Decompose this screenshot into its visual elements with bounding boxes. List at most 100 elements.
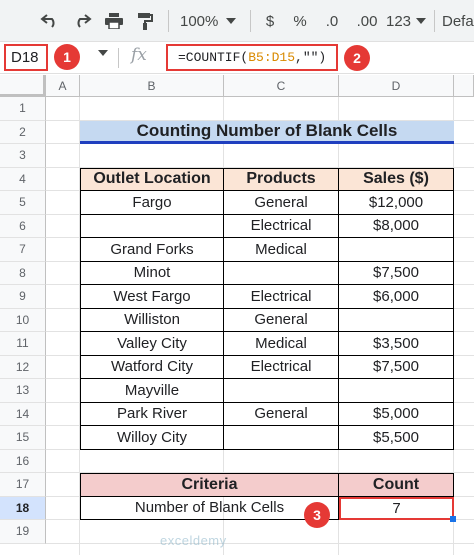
table-cell[interactable]: $7,500 [339,355,454,379]
column-header-filler [454,75,474,97]
formula-bar: D18 1 fx =COUNTIF(B5:D15 ,"") 2 [0,42,474,74]
increase-decimal-button[interactable]: .00 [356,12,378,30]
table-cell[interactable]: Electrical [224,355,339,379]
row-header-7[interactable]: 7 [0,238,46,262]
row-header-14[interactable]: 14 [0,402,46,426]
callout-badge-1: 1 [54,44,80,70]
column-header-d[interactable]: D [339,75,454,97]
criteria-label[interactable]: Number of Blank Cells [80,496,339,520]
name-box-dropdown-icon[interactable] [98,50,108,56]
formula-range: B5:D15 [248,50,296,65]
zoom-value: 100% [180,12,219,30]
table-cell[interactable]: $5,500 [339,426,454,450]
select-all-corner[interactable] [0,75,46,97]
row-header-5[interactable]: 5 [0,191,46,215]
table-cell[interactable]: Mayville [80,379,224,403]
table-cell[interactable] [80,214,224,238]
gridline-horizontal [46,166,474,168]
table-cell[interactable] [224,426,339,450]
table-cell[interactable]: Park River [80,402,224,426]
toolbar: 100% $ % .0 .00 123 Defa [0,0,474,42]
formula-prefix: =COUNTIF( [178,50,249,65]
formula-input[interactable]: =COUNTIF(B5:D15 ,"") [166,44,338,71]
formula-bar-divider [118,48,119,68]
row-header-3[interactable]: 3 [0,144,46,168]
row-header-13[interactable]: 13 [0,379,46,403]
zoom-select[interactable]: 100% [180,9,240,33]
count-result-cell[interactable]: 7 [339,496,454,520]
table-cell[interactable]: $7,500 [339,261,454,285]
name-box[interactable]: D18 [4,44,48,71]
table-cell[interactable]: General [224,308,339,332]
more-formats-button[interactable]: 123 [384,9,428,33]
row-header-11[interactable]: 11 [0,332,46,356]
row-header-8[interactable]: 8 [0,261,46,285]
table-cell[interactable]: $12,000 [339,191,454,215]
table-cell[interactable]: Medical [224,332,339,356]
redo-icon[interactable] [70,9,94,33]
table-cell[interactable]: General [224,402,339,426]
table-cell[interactable]: Electrical [224,214,339,238]
gridline-horizontal [46,472,474,473]
row-header-16[interactable]: 16 [0,449,46,473]
row-header-17[interactable]: 17 [0,473,46,497]
table-cell[interactable]: Fargo [80,191,224,215]
count-header: Count [339,473,454,497]
table-cell[interactable] [339,379,454,403]
table-cell[interactable] [224,261,339,285]
percent-format-button[interactable]: % [293,12,307,30]
table-cell[interactable]: Willoy City [80,426,224,450]
table-cell[interactable]: Grand Forks [80,238,224,262]
column-header-b[interactable]: B [80,75,224,97]
callout-badge-3: 3 [304,501,330,528]
row-header-4[interactable]: 4 [0,167,46,191]
gridline-vertical [79,97,80,555]
table-cell[interactable]: Williston [80,308,224,332]
gridline-horizontal [46,542,474,544]
table-header-1: Products [224,167,339,191]
table-header-0: Outlet Location [80,167,224,191]
callout-badge-2: 2 [344,45,370,71]
table-cell[interactable]: Medical [224,238,339,262]
table-header-2: Sales ($) [339,167,454,191]
zoom-dropdown-icon [226,18,237,24]
row-header-15[interactable]: 15 [0,426,46,450]
table-cell[interactable]: $3,500 [339,332,454,356]
column-header-c[interactable]: C [224,75,339,97]
fx-icon: fx [131,45,147,65]
table-cell[interactable] [339,308,454,332]
table-cell[interactable]: Valley City [80,332,224,356]
row-header-9[interactable]: 9 [0,285,46,309]
row-header-6[interactable]: 6 [0,214,46,238]
row-header-10[interactable]: 10 [0,308,46,332]
table-cell[interactable]: Minot [80,261,224,285]
row-header-19[interactable]: 19 [0,520,46,544]
table-cell[interactable] [224,379,339,403]
table-cell[interactable]: Electrical [224,285,339,309]
table-cell[interactable] [339,238,454,262]
table-cell[interactable]: $8,000 [339,214,454,238]
currency-format-button[interactable]: $ [265,12,275,30]
toolbar-separator [434,10,435,32]
fill-handle[interactable] [450,516,456,522]
undo-icon[interactable] [38,9,62,33]
row-header-12[interactable]: 12 [0,355,46,379]
table-cell[interactable]: General [224,191,339,215]
watermark: exceldemy [160,533,227,548]
print-icon[interactable] [102,9,126,33]
font-select[interactable]: Defa [442,12,474,30]
column-header-a[interactable]: A [46,75,80,97]
sheet-title: Counting Number of Blank Cells [80,120,454,144]
table-cell[interactable]: West Fargo [80,285,224,309]
paint-format-icon[interactable] [133,9,157,33]
row-header-2[interactable]: 2 [0,120,46,144]
toolbar-separator [250,10,251,32]
table-cell[interactable]: Watford City [80,355,224,379]
decrease-decimal-button[interactable]: .0 [325,12,339,30]
row-header-18[interactable]: 18 [0,496,46,520]
gridline-horizontal [46,119,474,121]
table-cell[interactable]: $6,000 [339,285,454,309]
row-header-1[interactable]: 1 [0,97,46,121]
formula-suffix: ,"") [295,50,327,65]
table-cell[interactable]: $5,000 [339,402,454,426]
